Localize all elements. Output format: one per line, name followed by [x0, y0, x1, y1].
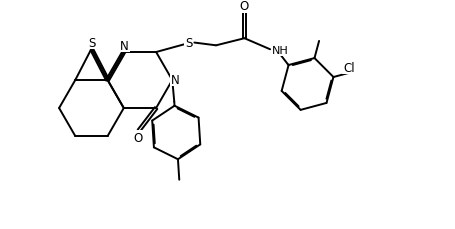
Text: Cl: Cl: [343, 61, 354, 74]
Text: O: O: [133, 131, 143, 144]
Text: S: S: [185, 37, 192, 50]
Text: NH: NH: [272, 46, 288, 56]
Text: O: O: [240, 0, 249, 13]
Text: N: N: [120, 40, 129, 53]
Text: N: N: [171, 74, 180, 86]
Text: S: S: [88, 36, 95, 49]
